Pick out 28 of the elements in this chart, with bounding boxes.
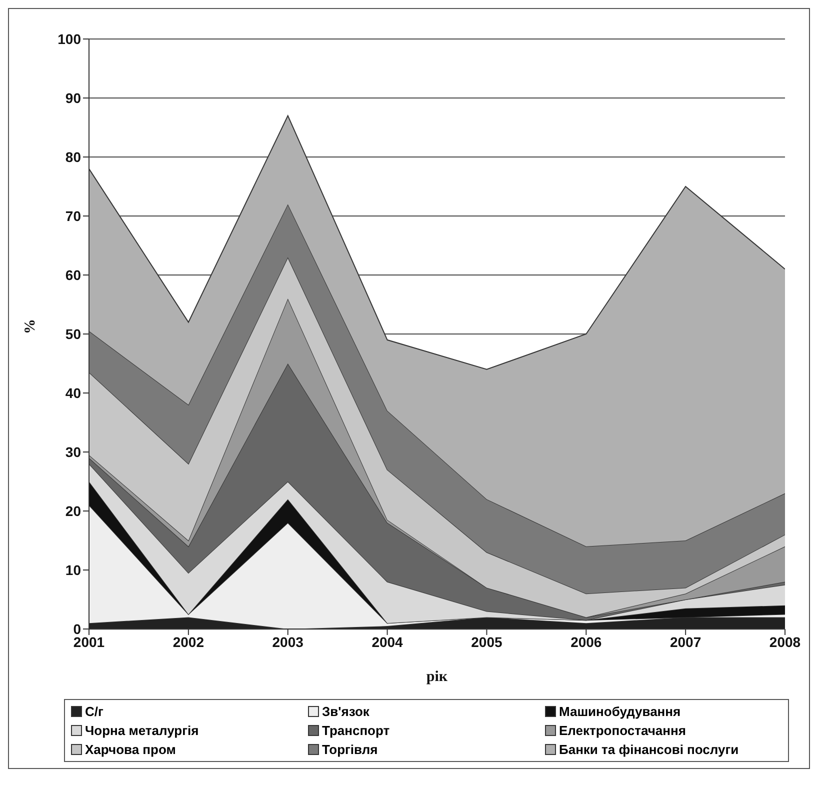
legend-label: Зв'язок [322, 704, 370, 719]
legend-label: Машинобудування [559, 704, 681, 719]
x-tick-label: 2003 [272, 634, 304, 650]
x-tick-label: 2005 [471, 634, 502, 650]
y-axis-title: % [22, 319, 38, 334]
legend-label: Банки та фінансові послуги [559, 742, 739, 757]
y-tick-label: 70 [65, 208, 82, 224]
x-tick-label: 2008 [769, 634, 801, 650]
y-tick-label: 60 [65, 266, 82, 283]
y-tick-label: 80 [65, 148, 82, 165]
y-tick-label: 40 [65, 384, 82, 401]
y-tick-label: 90 [65, 90, 82, 106]
x-tick-label: 2006 [570, 634, 602, 650]
y-tick-label: 50 [65, 326, 82, 342]
legend-label: С/г [85, 704, 104, 719]
x-tick-label: 2002 [172, 634, 204, 650]
legend-label: Транспорт [322, 723, 390, 738]
y-tick-label: 30 [65, 444, 82, 460]
y-tick-label: 10 [65, 562, 82, 578]
legend-label: Чорна металургія [85, 723, 199, 738]
legend-label: Торгівля [322, 742, 378, 757]
x-axis-title: рік [426, 669, 448, 685]
y-tick-label: 100 [58, 30, 82, 47]
y-tick-label: 20 [65, 502, 82, 519]
legend-label: Харчова пром [85, 742, 176, 757]
x-tick-label: 2004 [372, 634, 404, 650]
x-tick-label: 2007 [670, 634, 702, 650]
legend-label: Електропостачання [559, 723, 686, 738]
